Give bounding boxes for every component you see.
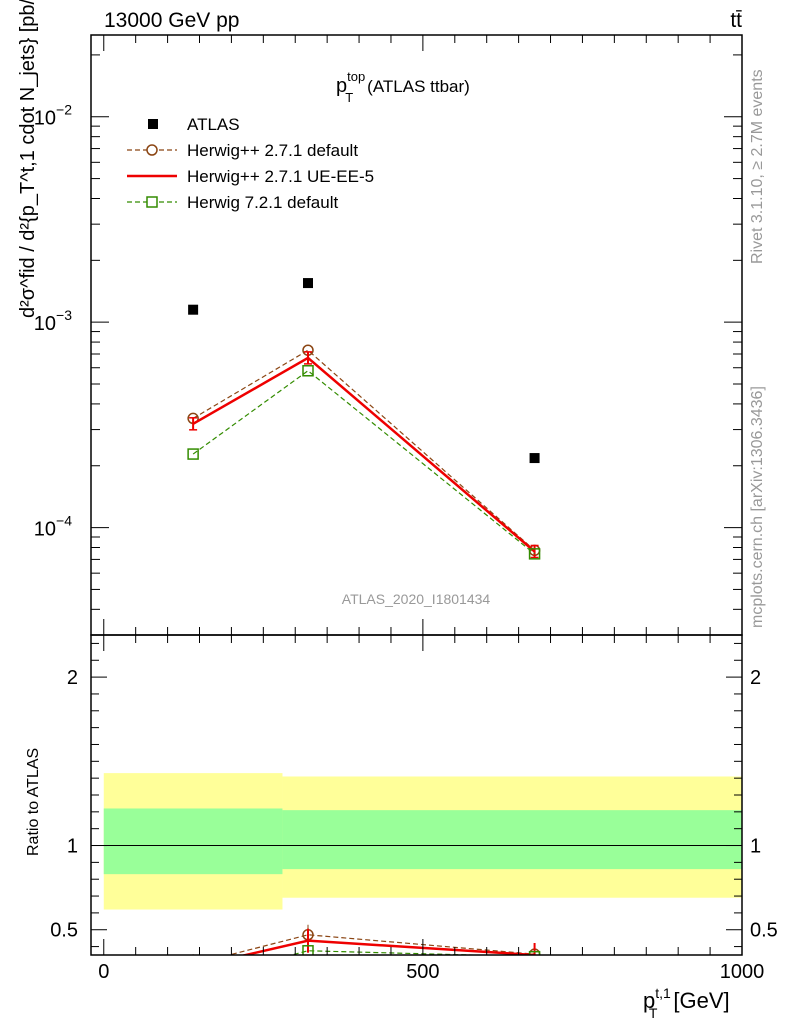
main-y-tick-label-base: 10 (34, 519, 56, 541)
ratio-herwig-7-2-1-default-point (188, 976, 198, 986)
main-y-tick-label: 10−3 (34, 307, 72, 335)
ratio-y-tick-label: 0.5 (50, 920, 78, 942)
main-y-tick-label-base: 10 (34, 108, 56, 130)
legend-herwig-7-2-1-default-label: Herwig 7.2.1 default (187, 193, 338, 212)
ratio-y-tick-label: 2 (67, 667, 78, 689)
rivet-version-label: Rivet 3.1.10, ≥ 2.7M events (749, 69, 766, 264)
ratio-frame (90, 634, 743, 956)
legend-herwig-2-7-1-ue-ee-5-label: Herwig++ 2.7.1 UE-EE-5 (187, 167, 374, 186)
main-y-tick-label-base: 10 (34, 313, 56, 335)
legend-herwig-2-7-1-default-marker (146, 144, 158, 156)
legend-herwig-7-2-1-default-marker (146, 196, 158, 208)
main-herwig-7-2-1-default-point (302, 365, 314, 377)
ratio-herwig-7-2-1-default-point (302, 945, 314, 955)
ratio-plot-area (91, 773, 742, 986)
x-tick-label: 0 (98, 961, 109, 983)
main-herwig-2-7-1-ue-ee-5-line (192, 356, 536, 553)
ratio-panel: 0.5 0.5 1 1 2 2 0 500 1000 (50, 634, 778, 986)
x-tick-label: 500 (406, 961, 439, 983)
process-label: tt̄ (730, 9, 742, 32)
ratio-herwig-2-7-1-ue-ee-5-line (240, 939, 535, 955)
legend-herwig-2-7-1-default-label: Herwig++ 2.7.1 default (187, 141, 358, 160)
legend-atlas-marker (148, 119, 158, 129)
ratio-uncertainty-band-inner (103, 808, 283, 875)
plot-title-suffix: (ATLAS ttbar) (367, 77, 470, 96)
x-axis-label: pt,1 T [GeV] (643, 985, 730, 1021)
main-herwig-7-2-1-default-point (187, 448, 199, 460)
ratio-y-axis-label: Ratio to ATLAS (25, 748, 42, 856)
x-tick-label: 1000 (720, 961, 765, 983)
ratio-herwig-7-2-1-default-point (528, 950, 541, 955)
analysis-watermark: ATLAS_2020_I1801434 (342, 591, 491, 607)
x-axis-label-unit: [GeV] (673, 988, 729, 1013)
mcplots-label: mcplots.cern.ch [arXiv:1306.3436] (749, 386, 766, 628)
ratio-y-tick-label-right: 0.5 (750, 920, 778, 942)
ratio-herwig-2-7-1-default-line (226, 934, 535, 955)
main-y-tick-label: 10−2 (34, 102, 72, 130)
x-axis-label-sup: t,1 (655, 985, 671, 1001)
main-herwig-7-2-1-default-line (192, 370, 535, 555)
legend-atlas-label: ATLAS (187, 115, 240, 134)
atlas-data-point (188, 304, 199, 315)
ratio-herwig-2-7-1-default-point (188, 959, 198, 969)
main-y-tick-label-exp: −3 (56, 307, 72, 323)
ratio-y-tick-label-right: 2 (750, 667, 761, 689)
ratio-y-tick-label: 1 (67, 836, 78, 858)
energy-label: 13000 GeV pp (104, 9, 239, 32)
plot-title-sup: top (347, 69, 365, 84)
x-axis-label-main: p (643, 988, 655, 1013)
ratio-uncertainty-band-inner (282, 810, 742, 870)
x-axis-label-sub: T (649, 1005, 658, 1021)
main-herwig-7-2-1-default-point (528, 548, 541, 560)
plot-title-main: p (336, 75, 347, 97)
plot-title-sub: T (345, 90, 353, 105)
atlas-data-point (529, 453, 540, 464)
plot-title: ptop T (ATLAS ttbar) (336, 69, 470, 105)
main-y-tick-label: 10−4 (34, 513, 72, 541)
main-y-tick-label-exp: −2 (56, 102, 72, 118)
ratio-y-tick-label-right: 1 (750, 836, 761, 858)
main-herwig-2-7-1-default-line (192, 349, 535, 551)
main-y-axis-label: d²σ^fid / d²{p_T^t,1 cdot N_jets} [pb/Ge… (17, 0, 39, 318)
main-y-tick-label-exp: −4 (56, 513, 72, 529)
atlas-data-point (303, 278, 313, 289)
